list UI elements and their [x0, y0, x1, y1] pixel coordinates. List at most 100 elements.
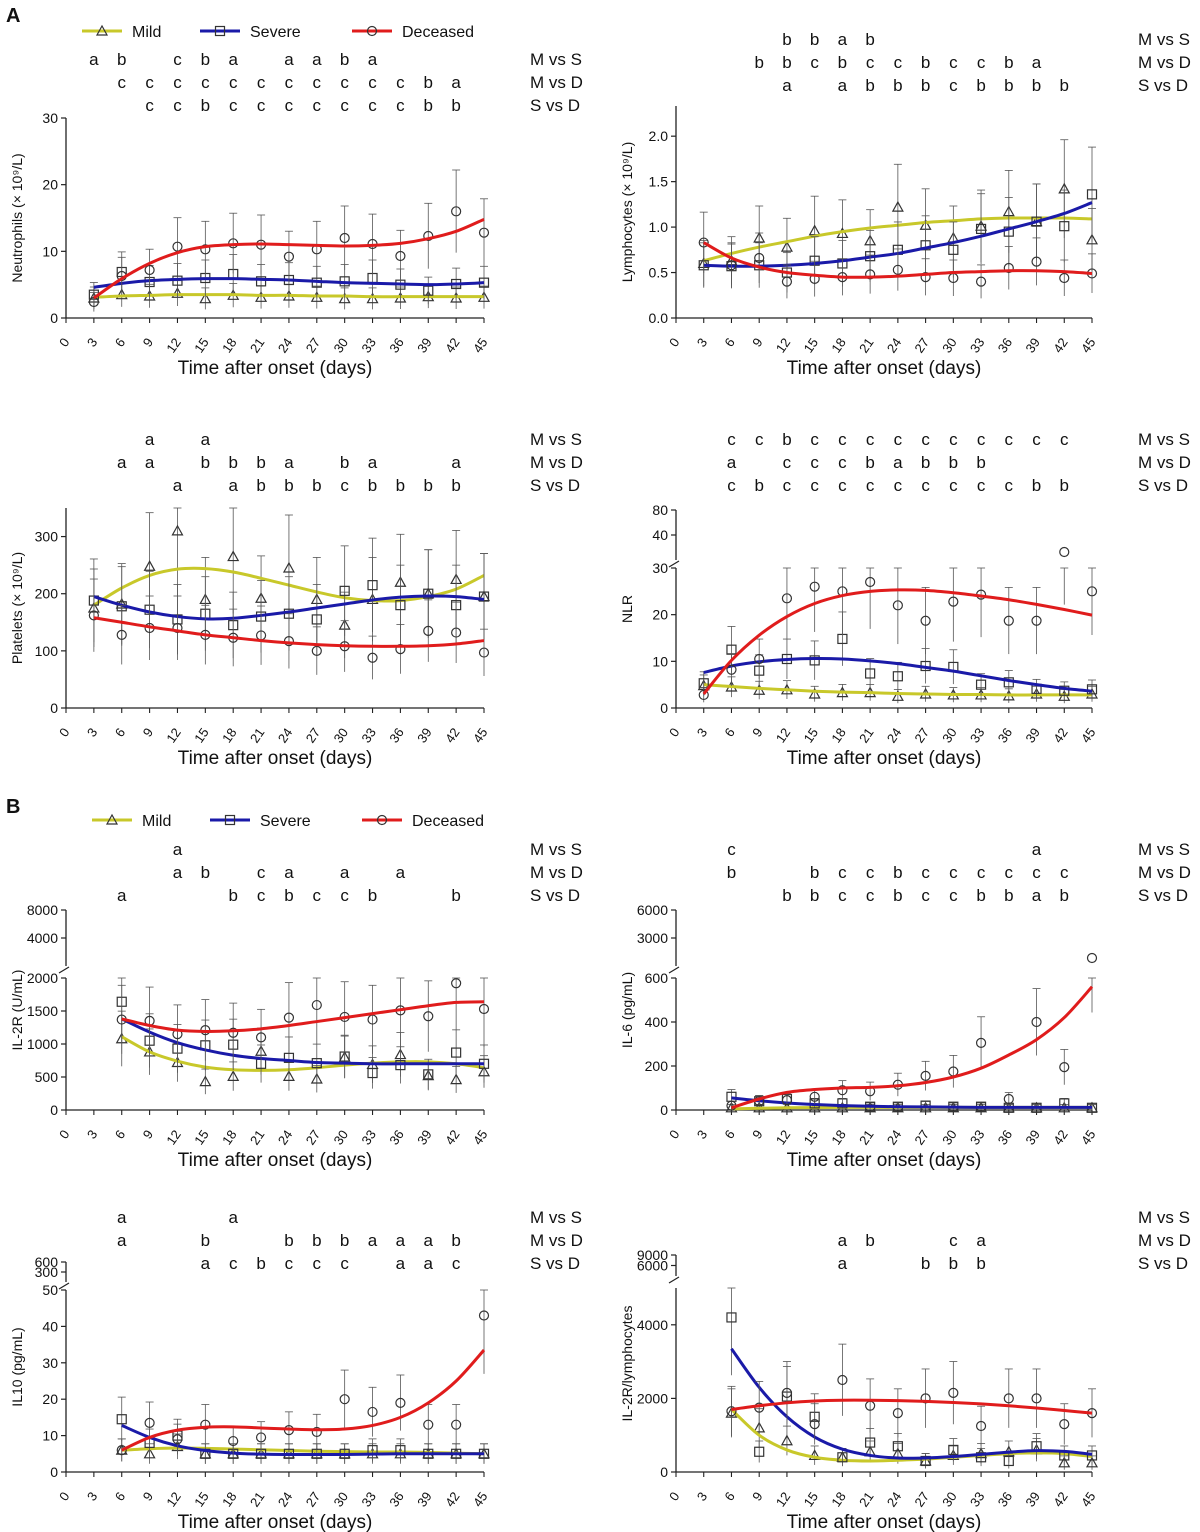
y-tick-label: 1000: [27, 1036, 58, 1052]
fit-curve: [121, 1424, 484, 1457]
significance-mark: b: [396, 476, 405, 495]
x-tick-label: 0: [56, 335, 72, 350]
significance-mark: c: [145, 73, 154, 92]
data-point: [1086, 952, 1098, 964]
legend-a: Mild Severe Deceased: [82, 24, 474, 41]
significance-mark: c: [368, 73, 377, 92]
significance-mark: a: [838, 1254, 848, 1273]
significance-mark: c: [340, 96, 349, 115]
data-point: [698, 237, 709, 248]
significance-mark: c: [894, 430, 903, 449]
significance-mark: b: [976, 453, 985, 472]
series-severe: [726, 1287, 1098, 1469]
significance-mark: b: [368, 886, 377, 905]
x-axis-title: Time after onset (days): [787, 1512, 982, 1532]
data-point: [780, 1434, 793, 1446]
significance-mark: b: [451, 1231, 460, 1250]
fit-curve: [731, 1096, 1092, 1109]
significance-mark: a: [284, 50, 294, 69]
data-point: [1059, 1419, 1070, 1430]
x-tick-label: 18: [219, 1127, 240, 1147]
x-tick-label: 0: [56, 1127, 72, 1142]
significance-mark: a: [228, 1208, 238, 1227]
axis-break-mark: [58, 1282, 70, 1290]
significance-row-label: M vs S: [530, 1208, 582, 1227]
panel-label-a: A: [6, 5, 20, 27]
x-tick-label: 45: [1078, 725, 1099, 745]
x-tick-label: 36: [386, 335, 407, 355]
significance-mark: b: [201, 1231, 210, 1250]
data-point: [726, 260, 737, 271]
y-tick-label: 20: [42, 1391, 58, 1407]
data-point: [1086, 189, 1098, 200]
significance-row-label: S vs D: [530, 476, 580, 495]
y-tick-label: 0: [50, 310, 58, 326]
significance-mark: b: [921, 453, 930, 472]
significance-mark: c: [340, 1254, 349, 1273]
significance-mark: c: [977, 476, 986, 495]
fit-curve: [703, 683, 1092, 697]
data-point: [450, 1073, 463, 1085]
data-point: [200, 244, 211, 255]
significance-mark: c: [921, 886, 930, 905]
fit-curve: [703, 657, 1093, 693]
significance-mark: a: [451, 73, 461, 92]
y-tick-label: 1500: [27, 1003, 58, 1019]
y-tick-label: 20: [652, 607, 668, 623]
x-tick-label: 45: [1078, 335, 1099, 355]
y-tick-label: 600: [645, 970, 669, 986]
fit-curve: [121, 1349, 486, 1452]
data-point: [837, 1374, 848, 1386]
x-tick-label: 3: [694, 335, 710, 350]
significance-mark: c: [727, 430, 736, 449]
x-tick-label: 21: [247, 1127, 268, 1147]
significance-mark: c: [949, 430, 958, 449]
x-tick-label: 39: [1022, 725, 1043, 745]
x-tick-label: 3: [84, 725, 100, 740]
data-point: [172, 622, 183, 634]
data-point: [423, 625, 434, 636]
data-point: [228, 1435, 239, 1447]
data-point: [975, 1037, 987, 1049]
data-point: [451, 978, 462, 989]
data-point: [423, 1419, 434, 1430]
significance-mark: a: [228, 50, 238, 69]
significance-row-label: M vs S: [530, 840, 582, 859]
x-tick-label: 6: [721, 1489, 737, 1504]
y-tick-label: 400: [645, 1014, 669, 1030]
y-tick-label: 6000: [637, 902, 668, 918]
data-point: [754, 1446, 765, 1457]
data-point: [423, 1069, 434, 1080]
significance-mark: b: [893, 863, 902, 882]
significance-mark: c: [949, 476, 958, 495]
data-point: [339, 232, 350, 244]
significance-mark: a: [368, 453, 378, 472]
x-tick-label: 30: [939, 1489, 960, 1509]
x-tick-label: 36: [995, 1489, 1016, 1509]
fit-curve: [702, 588, 1093, 695]
x-tick-label: 42: [442, 1489, 463, 1509]
significance-mark: c: [783, 476, 792, 495]
y-axis-title: IL10 (pg/mL): [9, 1327, 25, 1406]
x-tick-label: 24: [275, 725, 296, 745]
series-deceased: [88, 169, 490, 312]
x-tick-label: 3: [694, 1127, 710, 1142]
y-tick-label: 200: [645, 1058, 669, 1074]
x-tick-label: 9: [140, 725, 156, 740]
x-tick-label: 9: [749, 1127, 765, 1142]
legend-marker-mild: [95, 24, 109, 36]
data-point: [865, 1437, 876, 1448]
significance-mark: b: [810, 886, 819, 905]
significance-mark: c: [810, 476, 819, 495]
x-tick-label: 12: [773, 725, 794, 745]
data-point: [115, 288, 128, 300]
significance-mark: b: [228, 886, 237, 905]
data-point: [1059, 546, 1070, 558]
x-tick-label: 30: [939, 725, 960, 745]
y-tick-label: 1.0: [649, 219, 669, 235]
x-tick-label: 24: [884, 1489, 905, 1509]
series-deceased: [726, 1343, 1098, 1446]
significance-mark: c: [340, 73, 349, 92]
